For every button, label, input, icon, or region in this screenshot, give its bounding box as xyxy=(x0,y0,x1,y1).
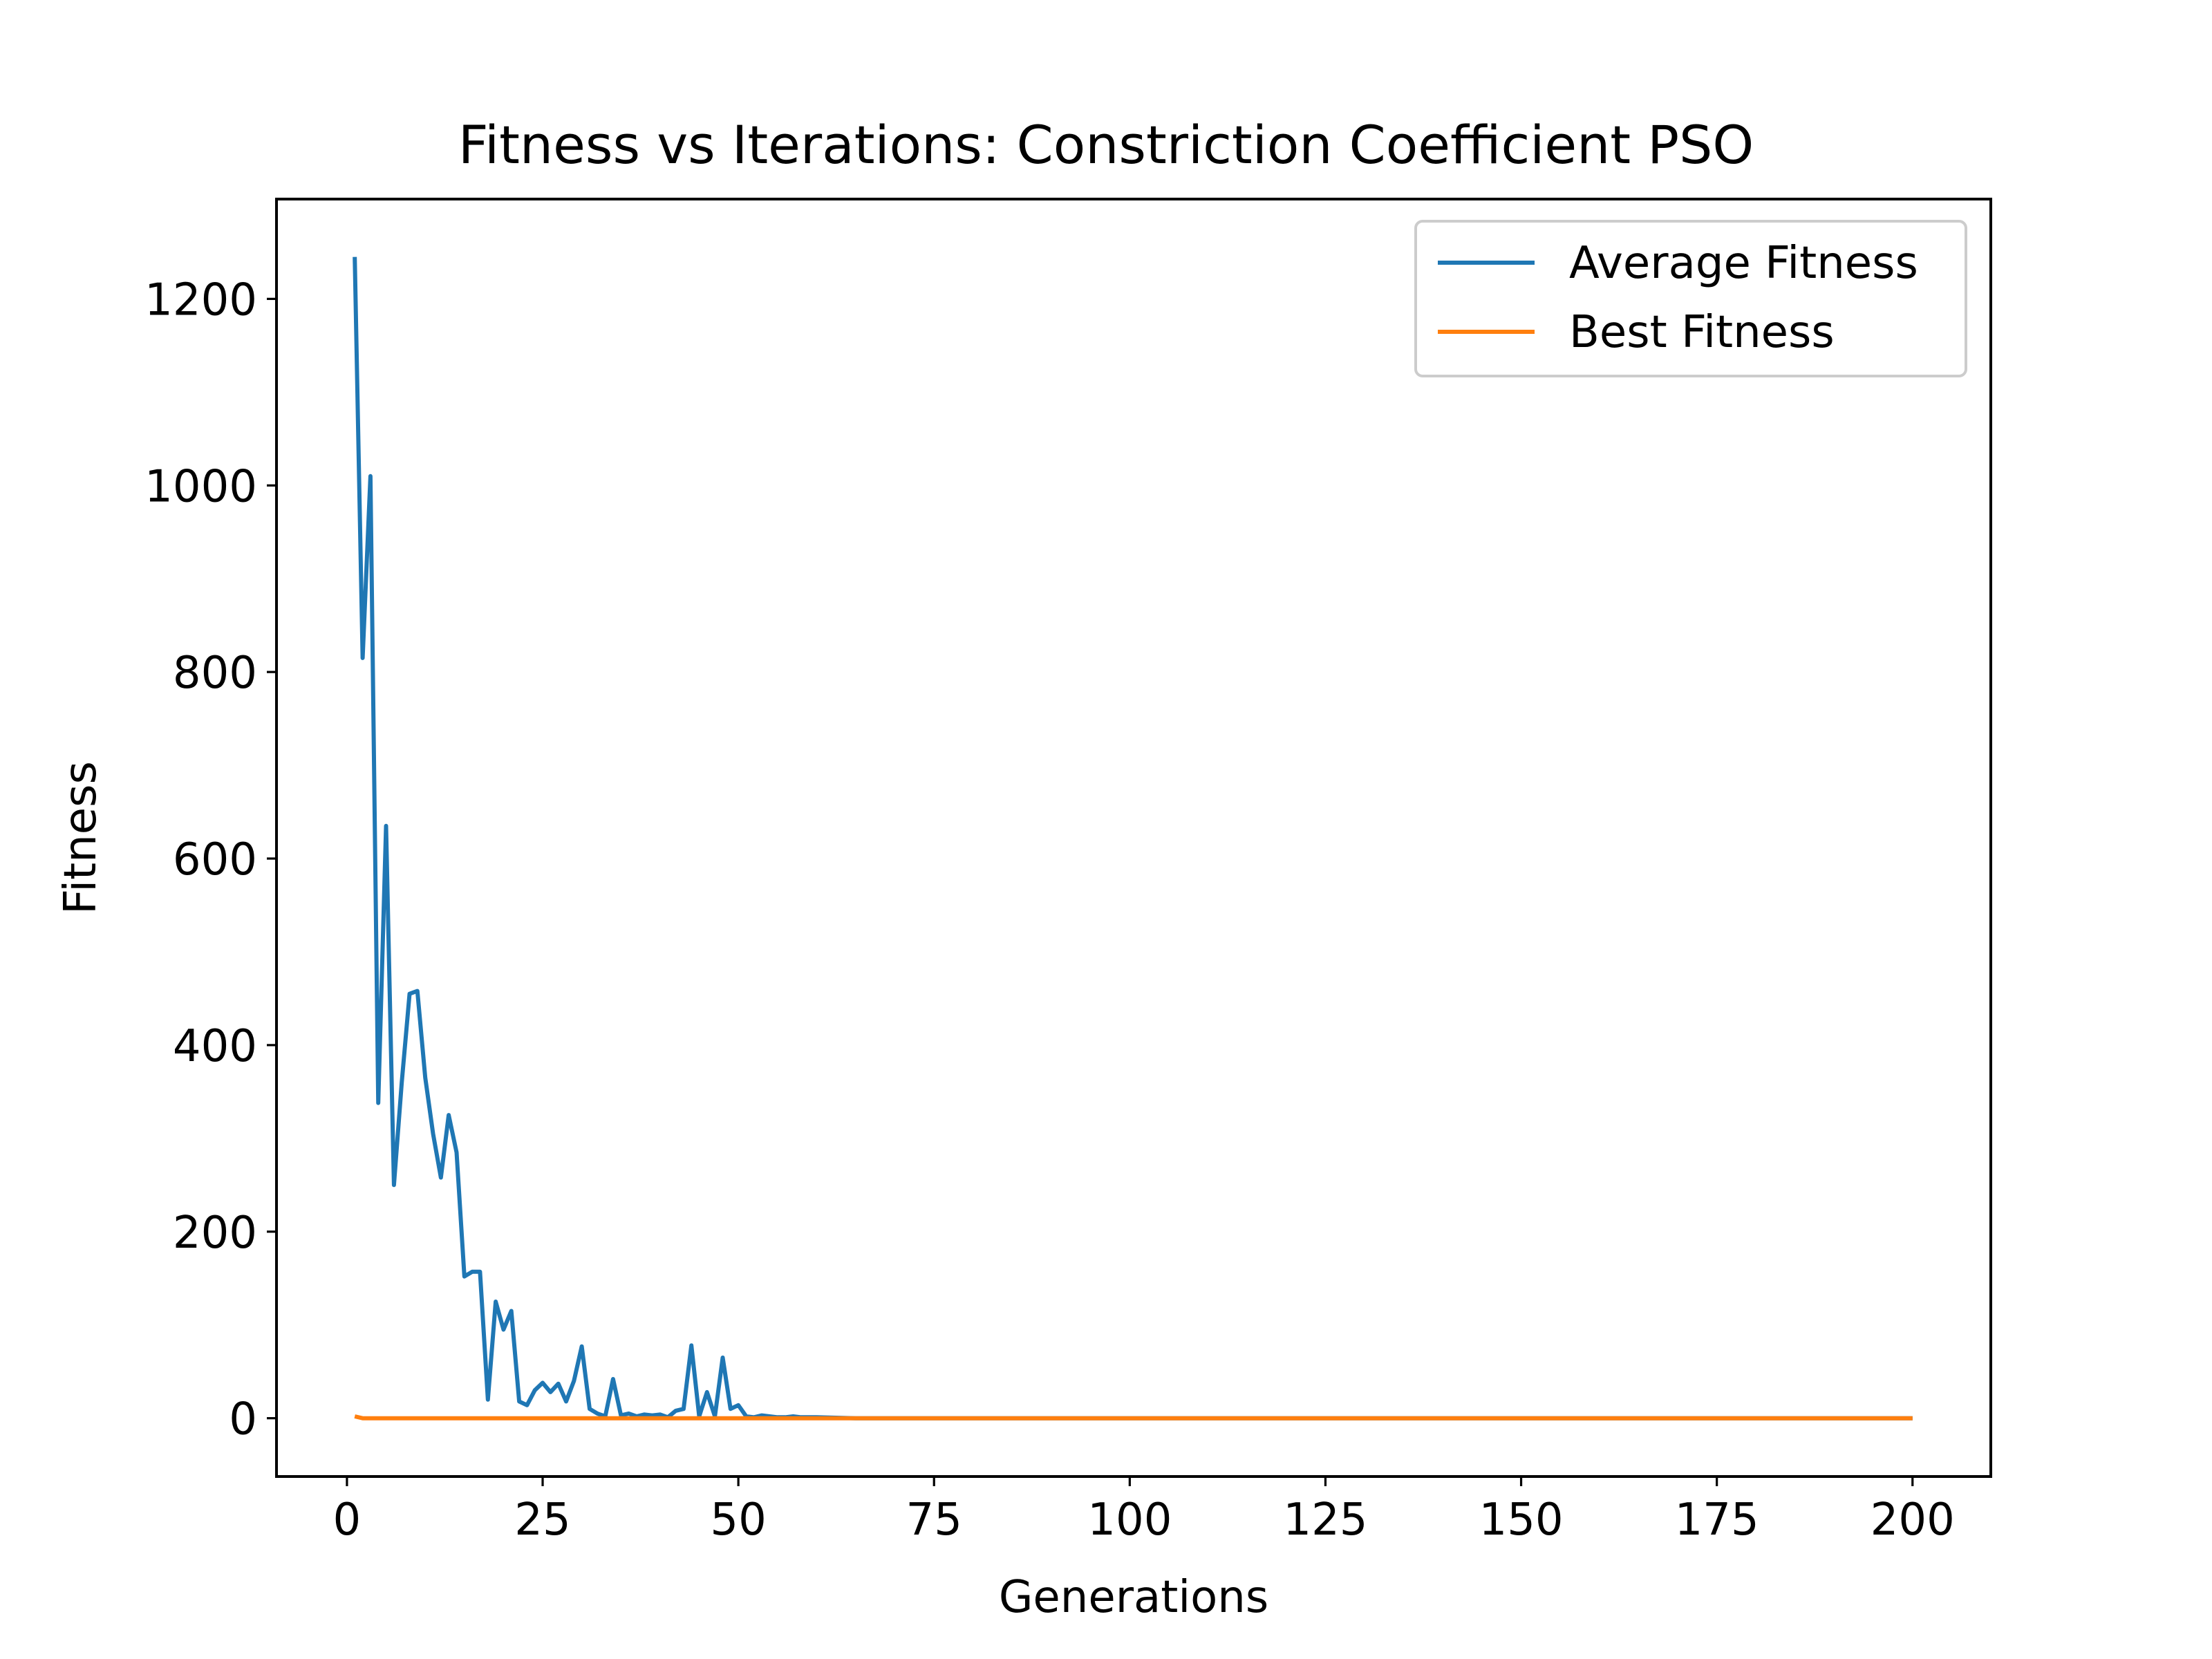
axes-ticks: 0 25 50 75 100 125 150 175 200 0 200 400 600 800 1000 1… xyxy=(144,274,1955,1546)
x-tick-label: 0 xyxy=(333,1494,362,1546)
x-tick-label: 175 xyxy=(1675,1494,1759,1546)
legend: Average Fitness Best Fitness xyxy=(1414,220,1967,377)
chart-title: Fitness vs Iterations: Constriction Coef… xyxy=(458,114,1754,176)
plot-frame xyxy=(275,198,1992,1478)
x-tick-label: 100 xyxy=(1087,1494,1172,1546)
legend-label-average-fitness: Average Fitness xyxy=(1569,238,1918,289)
y-axis-label: Fitness xyxy=(55,761,106,915)
x-axis-label: Generations xyxy=(999,1572,1268,1623)
y-tick-label: 400 xyxy=(173,1021,257,1072)
x-tick-label: 150 xyxy=(1479,1494,1563,1546)
y-tick-label: 600 xyxy=(173,834,257,885)
y-tick-label: 1000 xyxy=(144,461,257,512)
y-tick-label: 200 xyxy=(173,1208,257,1259)
x-tick-label: 25 xyxy=(514,1494,570,1546)
x-tick-label: 125 xyxy=(1283,1494,1367,1546)
y-tick-label: 0 xyxy=(229,1394,257,1445)
y-tick-label: 1200 xyxy=(144,274,257,326)
legend-box xyxy=(1414,220,1967,377)
plot-area xyxy=(353,256,1913,1421)
legend-label-best-fitness: Best Fitness xyxy=(1569,307,1835,358)
series-line-best-fitness xyxy=(354,1414,1913,1421)
x-tick-label: 50 xyxy=(710,1494,766,1546)
x-tick-label: 75 xyxy=(906,1494,962,1546)
y-tick-label: 800 xyxy=(173,648,257,699)
x-tick-label: 200 xyxy=(1871,1494,1955,1546)
